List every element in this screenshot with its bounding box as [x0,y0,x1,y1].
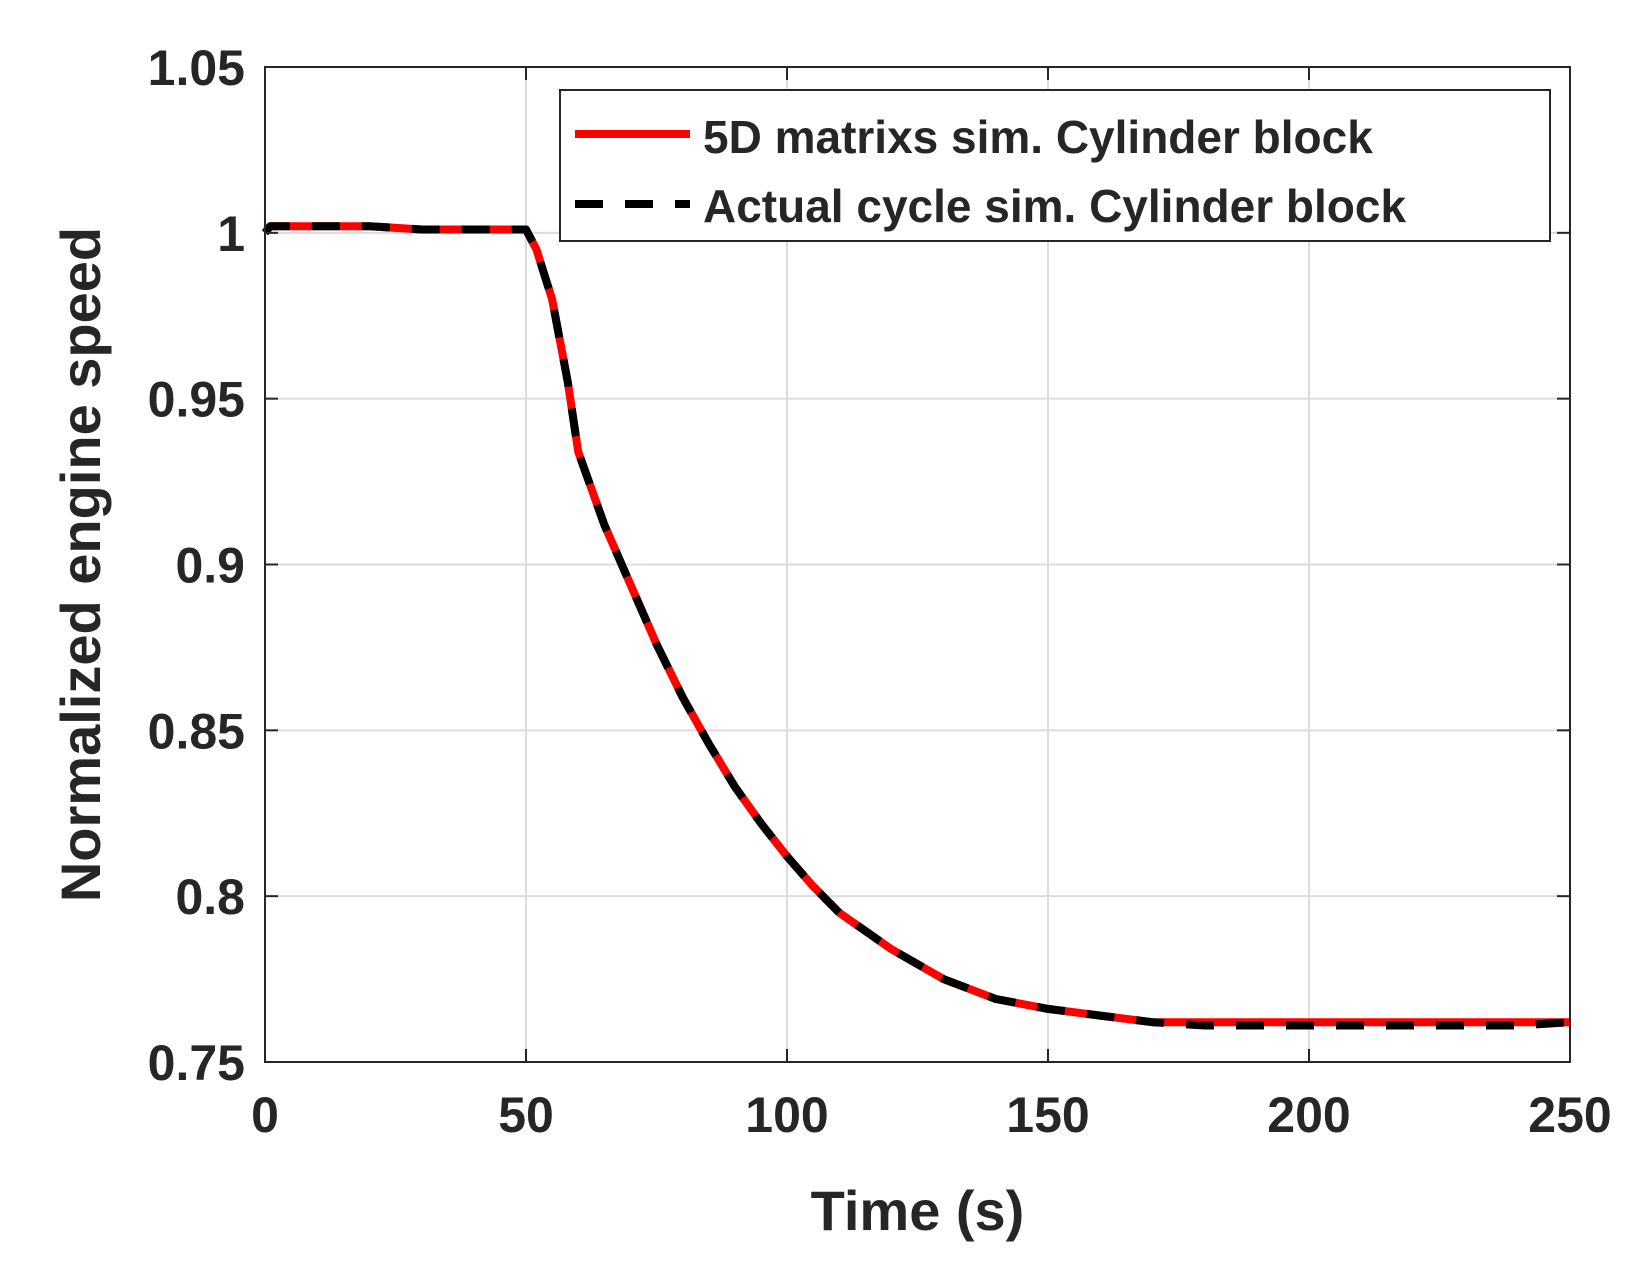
y-tick-label: 1 [217,206,245,262]
legend-box [559,89,1551,242]
legend: 5D matrixs sim. Cylinder block Actual cy… [559,89,1551,242]
y-tick-label: 0.9 [175,538,245,594]
legend-label-5d-matrix: 5D matrixs sim. Cylinder block [703,111,1373,163]
series-line-actual-cycle [261,222,1571,1030]
y-tick-label: 0.85 [148,703,245,759]
legend-label-actual-cycle: Actual cycle sim. Cylinder block [703,180,1406,232]
x-tick-label: 200 [1267,1087,1350,1143]
x-tick-label: 250 [1528,1087,1611,1143]
x-tick-label: 150 [1006,1087,1089,1143]
y-tick-label: 0.95 [148,372,245,428]
x-tick-label: 0 [251,1087,279,1143]
x-tick-label: 50 [498,1087,554,1143]
y-axis-label: Normalized engine speed [49,227,112,902]
y-tick-label: 0.75 [148,1035,245,1091]
y-tick-labels: 0.75 0.8 0.85 0.9 0.95 1 1.05 [148,40,245,1091]
y-tick-label: 1.05 [148,40,245,96]
x-axis-label: Time (s) [811,1179,1025,1242]
x-tick-labels: 0 50 100 150 200 250 [251,1087,1612,1143]
x-tick-label: 100 [745,1087,828,1143]
series-layer [261,222,1571,1030]
ticks [264,66,1571,1063]
y-tick-label: 0.8 [175,869,245,925]
